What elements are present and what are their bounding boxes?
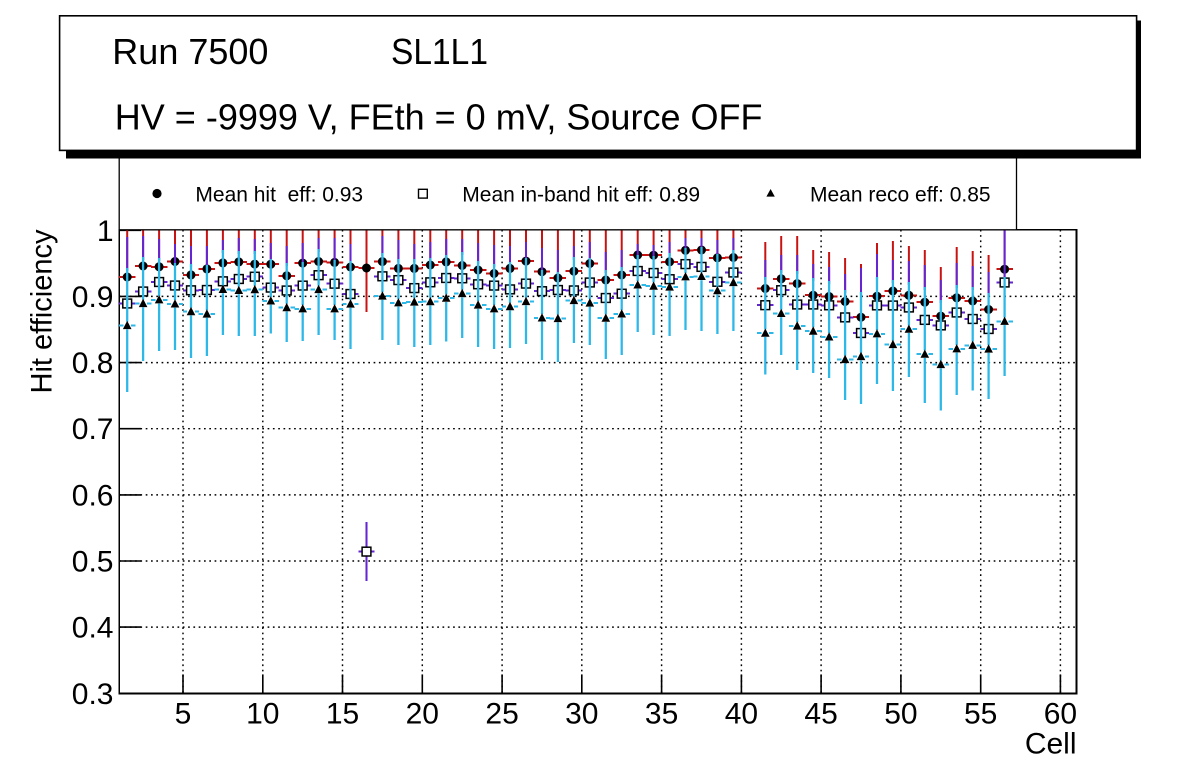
svg-text:0.6: 0.6	[72, 479, 114, 512]
svg-text:30: 30	[565, 698, 598, 731]
svg-text:0.3: 0.3	[72, 678, 114, 711]
svg-text:20: 20	[406, 698, 439, 731]
svg-text:Mean reco eff: 0.85: Mean reco eff: 0.85	[810, 184, 991, 207]
svg-text:5: 5	[175, 698, 192, 731]
svg-text:Mean hit eff: 0.93: Mean hit eff: 0.93	[195, 184, 363, 207]
svg-text:55: 55	[964, 698, 997, 731]
svg-text:0.7: 0.7	[72, 413, 114, 446]
svg-text:0.5: 0.5	[72, 546, 114, 579]
svg-text:HV = -9999 V, FEth = 0 mV, Sou: HV = -9999 V, FEth = 0 mV, Source OFF	[115, 97, 763, 138]
svg-text:35: 35	[645, 698, 678, 731]
svg-text:25: 25	[485, 698, 518, 731]
svg-text:40: 40	[725, 698, 758, 731]
svg-text:0.8: 0.8	[72, 347, 114, 380]
svg-text:15: 15	[326, 698, 359, 731]
svg-text:45: 45	[804, 698, 837, 731]
svg-text:60: 60	[1044, 698, 1077, 731]
svg-text:10: 10	[246, 698, 279, 731]
svg-text:Run 7500: Run 7500	[112, 31, 268, 72]
svg-text:SL1L1: SL1L1	[391, 31, 488, 72]
svg-text:0.4: 0.4	[72, 612, 114, 645]
svg-text:1: 1	[97, 215, 114, 248]
svg-text:0.9: 0.9	[72, 281, 114, 314]
svg-text:50: 50	[884, 698, 917, 731]
svg-text:Hit efficiency: Hit efficiency	[26, 230, 59, 394]
svg-text:Cell: Cell	[1025, 728, 1077, 761]
svg-text:Mean in-band hit eff: 0.89: Mean in-band hit eff: 0.89	[462, 184, 700, 207]
